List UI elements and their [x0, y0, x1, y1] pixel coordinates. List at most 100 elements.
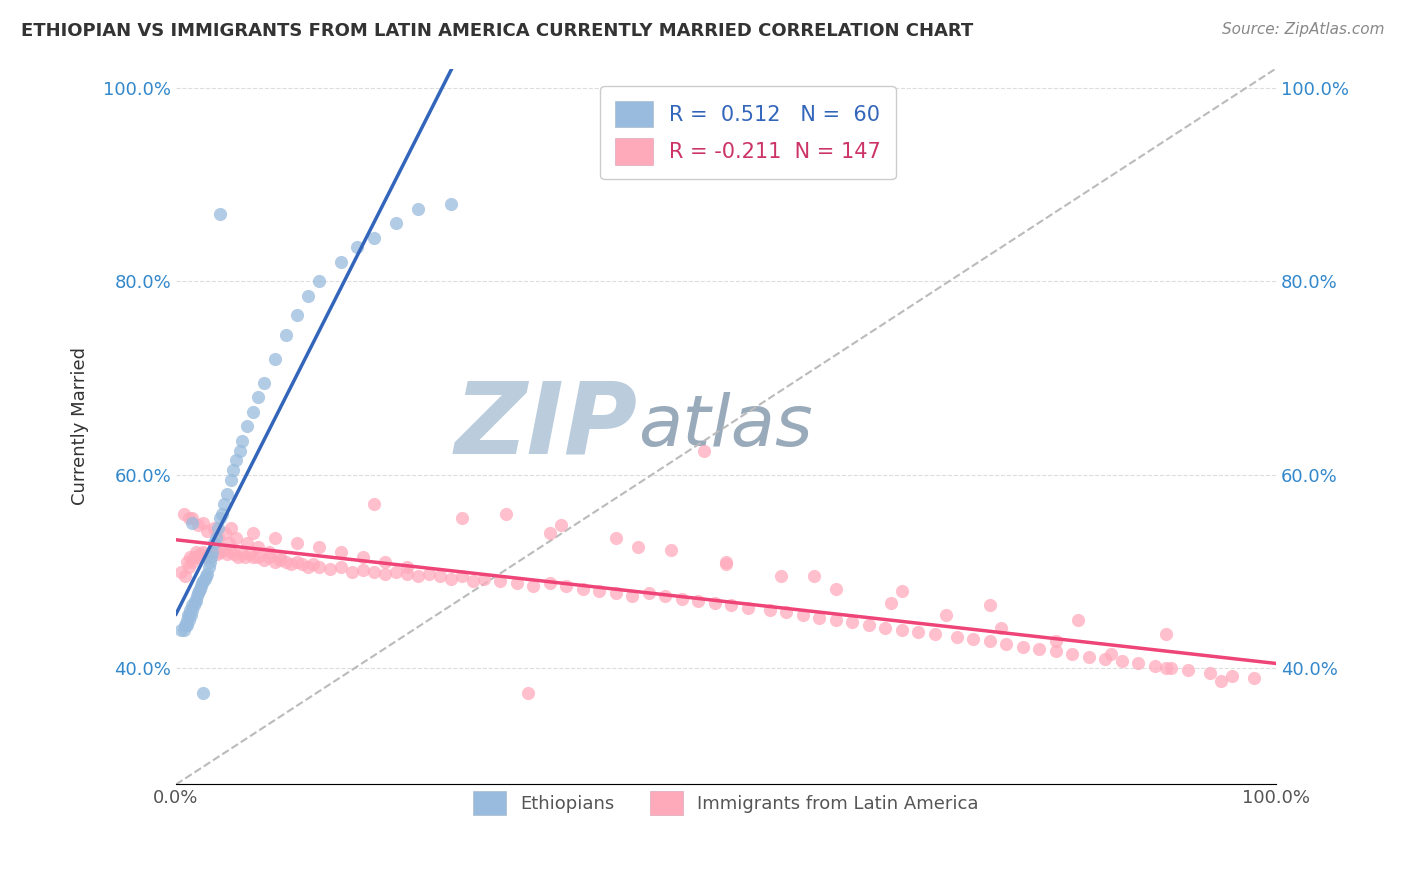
Point: [1045, 644, 1067, 658]
Point: [224, 547, 246, 561]
Point: [226, 550, 249, 565]
Point: [825, 582, 848, 596]
Point: [195, 566, 218, 581]
Point: [1062, 647, 1084, 661]
Point: [173, 617, 195, 632]
Point: [406, 202, 429, 216]
Point: [188, 583, 211, 598]
Point: [374, 566, 396, 581]
Point: [704, 596, 727, 610]
Point: [605, 531, 627, 545]
Point: [198, 555, 221, 569]
Point: [208, 511, 231, 525]
Point: [207, 521, 229, 535]
Point: [195, 524, 218, 538]
Legend: Ethiopians, Immigrants from Latin America: Ethiopians, Immigrants from Latin Americ…: [463, 780, 990, 825]
Point: [194, 550, 217, 565]
Point: [720, 599, 742, 613]
Point: [187, 518, 209, 533]
Point: [891, 583, 914, 598]
Point: [659, 543, 682, 558]
Point: [183, 550, 205, 565]
Point: [1111, 654, 1133, 668]
Point: [174, 617, 197, 632]
Point: [1243, 671, 1265, 685]
Point: [179, 608, 201, 623]
Point: [808, 611, 831, 625]
Point: [962, 632, 984, 647]
Point: [308, 274, 330, 288]
Point: [385, 565, 408, 579]
Point: [291, 557, 314, 571]
Point: [211, 507, 233, 521]
Point: [1209, 673, 1232, 688]
Point: [1154, 661, 1177, 675]
Point: [264, 531, 287, 545]
Point: [181, 516, 204, 531]
Point: [253, 553, 276, 567]
Point: [193, 574, 215, 589]
Point: [995, 637, 1018, 651]
Point: [173, 623, 195, 637]
Text: ETHIOPIAN VS IMMIGRANTS FROM LATIN AMERICA CURRENTLY MARRIED CORRELATION CHART: ETHIOPIAN VS IMMIGRANTS FROM LATIN AMERI…: [21, 22, 973, 40]
Point: [302, 557, 325, 571]
Point: [489, 574, 512, 589]
Point: [517, 685, 540, 699]
Point: [627, 541, 650, 555]
Point: [1078, 649, 1101, 664]
Point: [194, 569, 217, 583]
Point: [769, 569, 792, 583]
Point: [183, 599, 205, 613]
Point: [395, 566, 418, 581]
Point: [979, 599, 1001, 613]
Point: [693, 443, 716, 458]
Point: [1177, 663, 1199, 677]
Point: [1128, 657, 1150, 671]
Point: [264, 555, 287, 569]
Point: [190, 579, 212, 593]
Point: [550, 518, 572, 533]
Point: [538, 576, 561, 591]
Point: [759, 603, 782, 617]
Point: [181, 603, 204, 617]
Point: [231, 434, 253, 448]
Point: [247, 550, 270, 565]
Point: [225, 453, 247, 467]
Point: [269, 553, 291, 567]
Point: [385, 216, 408, 230]
Point: [183, 593, 205, 607]
Point: [204, 543, 226, 558]
Point: [588, 583, 610, 598]
Point: [219, 545, 242, 559]
Point: [990, 621, 1012, 635]
Point: [340, 565, 363, 579]
Point: [173, 507, 195, 521]
Point: [440, 197, 463, 211]
Point: [352, 563, 374, 577]
Point: [506, 576, 529, 591]
Point: [451, 511, 474, 525]
Point: [259, 550, 281, 565]
Point: [218, 535, 240, 549]
Point: [259, 545, 281, 559]
Point: [274, 555, 297, 569]
Point: [538, 525, 561, 540]
Point: [621, 589, 644, 603]
Point: [363, 497, 385, 511]
Point: [285, 308, 308, 322]
Point: [253, 376, 276, 390]
Point: [193, 516, 215, 531]
Point: [181, 555, 204, 569]
Point: [737, 601, 759, 615]
Point: [208, 545, 231, 559]
Point: [179, 613, 201, 627]
Point: [184, 545, 207, 559]
Point: [1099, 647, 1122, 661]
Point: [671, 591, 693, 606]
Point: [242, 525, 264, 540]
Point: [363, 565, 385, 579]
Point: [204, 531, 226, 545]
Point: [187, 586, 209, 600]
Point: [179, 511, 201, 525]
Point: [1143, 659, 1166, 673]
